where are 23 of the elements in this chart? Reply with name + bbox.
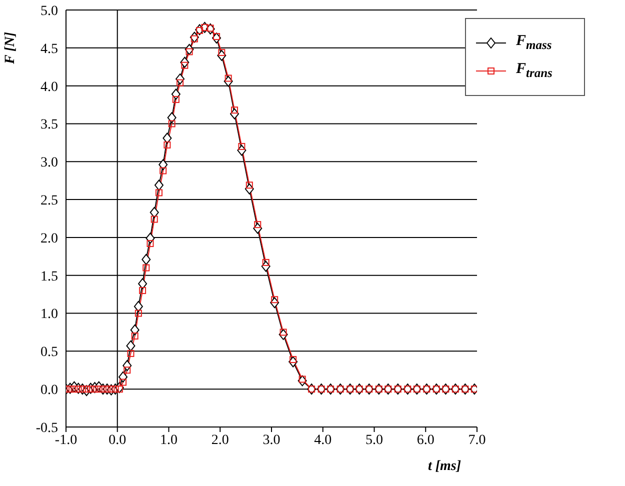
x-tick-label: 7.0 xyxy=(468,432,486,448)
legend-label: F$_{trans}$ xyxy=(516,61,552,80)
y-tick-label: 4.0 xyxy=(40,80,58,95)
y-tick-label: 0.5 xyxy=(40,345,58,360)
y-tick-label: 3.5 xyxy=(40,118,58,133)
y-tick-label: 2.5 xyxy=(40,194,58,209)
y-tick-label: 3.0 xyxy=(40,156,58,171)
y-tick-label: 1.0 xyxy=(40,307,58,322)
x-axis-title: t [ms] xyxy=(428,459,462,474)
y-tick-label: 4.5 xyxy=(40,42,58,57)
x-tick-label: 6.0 xyxy=(416,432,434,448)
x-tick-label: 1.0 xyxy=(160,432,178,448)
x-tick-label: 5.0 xyxy=(366,432,383,448)
y-tick-label: 0.0 xyxy=(40,383,58,398)
y-tick-label: 2.0 xyxy=(40,231,58,246)
y-tick-label: 1.5 xyxy=(40,269,58,284)
x-tick-label: 0.0 xyxy=(108,432,126,448)
y-axis-title: F [N] xyxy=(2,32,18,66)
y-tick-label: 5.0 xyxy=(40,4,58,19)
x-tick-label: 4.0 xyxy=(314,432,332,448)
legend-label: F$_{mass}$ xyxy=(516,33,552,52)
x-tick-label: 2.0 xyxy=(211,432,229,448)
x-tick-label: 3.0 xyxy=(262,432,280,448)
